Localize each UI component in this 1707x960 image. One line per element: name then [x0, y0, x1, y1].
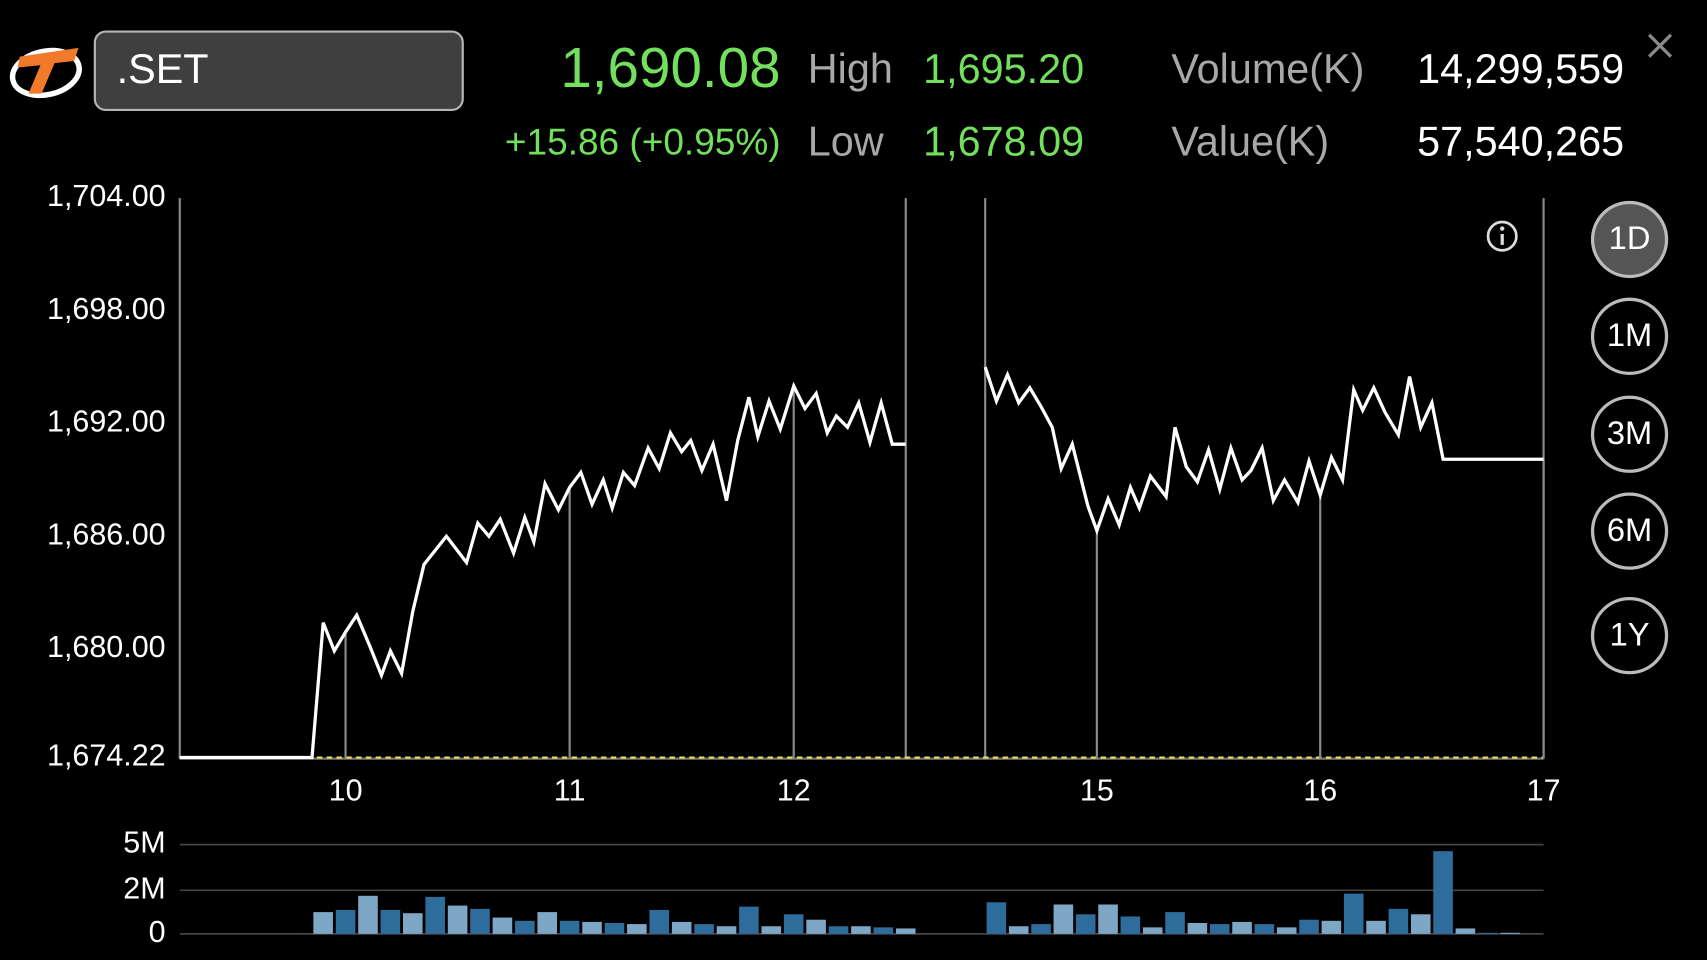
volume-bar — [425, 896, 445, 934]
value-label: Value(K) — [1171, 119, 1329, 165]
x-tick-label: 15 — [1080, 773, 1114, 807]
y-tick-label: 1,698.00 — [47, 292, 166, 326]
period-label[interactable]: 1D — [1609, 219, 1651, 256]
close-button[interactable] — [1647, 33, 1673, 58]
period-label[interactable]: 1M — [1607, 316, 1652, 353]
symbol-box[interactable] — [93, 30, 464, 112]
volume-bar — [1343, 893, 1364, 934]
volume-bar — [1455, 928, 1476, 934]
y-tick-label: 1,680.00 — [47, 630, 166, 664]
y-tick-label: 1,686.00 — [47, 517, 166, 551]
volume-bar — [694, 924, 714, 934]
symbol[interactable]: .SET — [117, 46, 209, 92]
volume-bar — [1254, 924, 1275, 934]
volume-bar — [851, 926, 871, 934]
volume-bar — [783, 914, 804, 934]
volume-bar — [313, 912, 333, 934]
volume-bar — [828, 926, 849, 934]
volume-label: Volume(K) — [1171, 46, 1364, 92]
period-label[interactable]: 6M — [1607, 511, 1652, 548]
volume-bar — [447, 905, 468, 934]
price-change: +15.86 (+0.95%) — [505, 122, 781, 163]
x-tick-label: 17 — [1527, 773, 1561, 807]
y-tick-label: 2M — [123, 871, 165, 905]
period-button[interactable] — [1590, 297, 1669, 375]
volume-bar — [1477, 932, 1498, 934]
volume-bar — [1388, 908, 1409, 934]
info-icon[interactable] — [1486, 220, 1518, 252]
volume-bar — [671, 921, 692, 934]
volume-bar — [761, 926, 782, 934]
volume-bar — [515, 920, 535, 934]
volume-bar — [1031, 924, 1051, 934]
volume-bar — [537, 912, 558, 934]
volume-bar — [380, 909, 401, 934]
period-button[interactable] — [1590, 597, 1669, 675]
volume-bar — [1165, 912, 1185, 934]
volume-bar — [1232, 921, 1252, 934]
volume-bar — [1366, 920, 1386, 934]
reference-label: 1,674.22 — [47, 739, 166, 773]
volume-bar — [986, 902, 1007, 934]
volume-bar — [1276, 927, 1297, 934]
period-button[interactable] — [1590, 200, 1669, 279]
volume-bar — [604, 922, 625, 934]
volume-bar — [1321, 920, 1342, 934]
volume-bar — [1299, 919, 1319, 934]
x-tick-label: 10 — [329, 773, 363, 807]
low-label: Low — [808, 119, 884, 165]
period-label[interactable]: 3M — [1607, 414, 1652, 451]
volume-bar — [873, 927, 894, 934]
high-value: 1,695.20 — [923, 46, 1084, 92]
volume-bar — [1410, 914, 1431, 934]
high-label: High — [808, 46, 893, 92]
volume-bar — [335, 909, 356, 934]
y-tick-label: 0 — [149, 915, 166, 949]
volume-bar — [1209, 924, 1230, 934]
volume-bar — [1142, 927, 1163, 934]
volume-bar — [806, 919, 826, 934]
volume-bar — [716, 926, 737, 934]
volume-bar — [1500, 932, 1520, 934]
volume-bar — [1433, 851, 1453, 934]
volume-bar — [739, 906, 759, 934]
volume-bar — [470, 908, 490, 934]
app-logo[interactable] — [8, 45, 83, 102]
volume-bar — [1187, 922, 1208, 934]
volume-bar — [1098, 904, 1118, 934]
volume-bar — [582, 921, 602, 934]
low-value: 1,678.09 — [923, 119, 1084, 165]
volume-bar — [358, 895, 378, 934]
period-button[interactable] — [1590, 395, 1669, 473]
volume-bar — [1053, 904, 1074, 934]
volume-bar — [1120, 916, 1141, 934]
volume-bar — [1075, 914, 1096, 934]
last-price: 1,690.08 — [560, 36, 780, 99]
y-tick-label: 1,692.00 — [47, 405, 166, 439]
volume-bar — [1008, 926, 1029, 934]
price-line — [179, 366, 1544, 760]
x-tick-label: 11 — [554, 773, 586, 807]
volume-bar — [492, 917, 513, 934]
y-tick-label: 5M — [123, 826, 165, 860]
value-value: 57,540,265 — [1417, 119, 1624, 165]
volume-bar — [649, 909, 670, 934]
period-label[interactable]: 1Y — [1610, 615, 1650, 652]
y-tick-label: 1,704.00 — [47, 179, 166, 213]
x-tick-label: 16 — [1303, 773, 1337, 807]
volume-bar — [559, 920, 580, 934]
volume-bar — [895, 928, 916, 934]
volume-value: 14,299,559 — [1417, 46, 1624, 92]
period-button[interactable] — [1590, 492, 1669, 570]
volume-bar — [402, 913, 423, 934]
x-tick-label: 12 — [777, 773, 811, 807]
volume-bar — [627, 924, 647, 934]
